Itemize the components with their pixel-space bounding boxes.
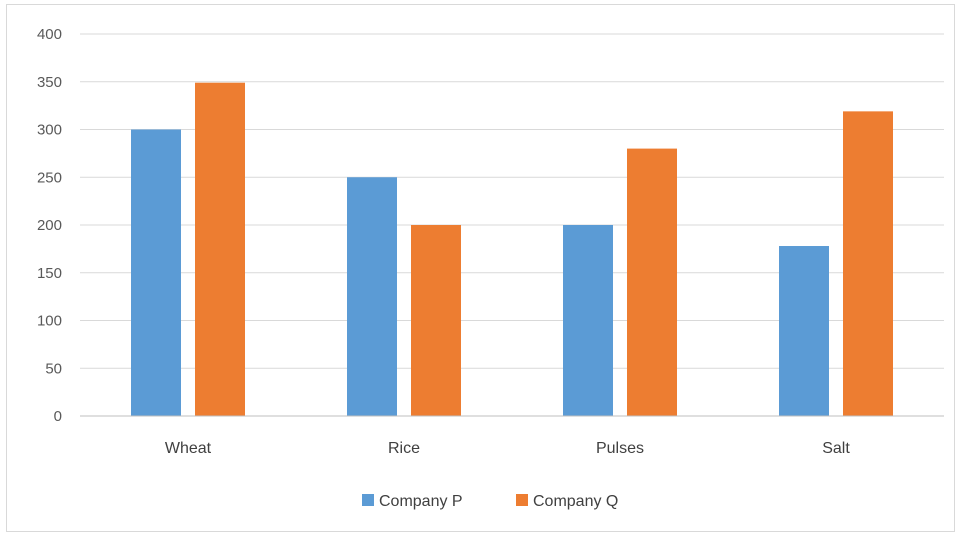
- y-tick-label: 400: [37, 26, 62, 43]
- bar-company-p-pulses: [563, 225, 613, 416]
- bar-company-p-rice: [347, 177, 397, 416]
- legend-label: Company P: [379, 493, 463, 510]
- legend-swatch: [362, 494, 374, 506]
- y-tick-label: 300: [37, 122, 62, 139]
- legend-swatch: [516, 494, 528, 506]
- y-axis-tick-labels: 0 50 100 150 200 250 300 350 400: [37, 26, 62, 425]
- x-category-label: Wheat: [165, 440, 212, 457]
- y-tick-label: 50: [45, 360, 62, 377]
- y-tick-label: 200: [37, 217, 62, 234]
- x-category-label: Rice: [388, 440, 420, 457]
- y-tick-label: 0: [54, 408, 62, 425]
- x-category-label: Pulses: [596, 440, 644, 457]
- bar-company-p-wheat: [131, 129, 181, 416]
- y-tick-label: 350: [37, 74, 62, 91]
- y-tick-label: 250: [37, 169, 62, 186]
- x-axis-category-labels: Wheat Rice Pulses Salt: [165, 440, 850, 457]
- y-tick-label: 150: [37, 265, 62, 282]
- bar-company-q-rice: [411, 225, 461, 416]
- bars: [131, 82, 893, 416]
- bar-company-q-wheat: [195, 82, 245, 416]
- x-category-label: Salt: [822, 440, 850, 457]
- bar-company-q-pulses: [627, 148, 677, 416]
- y-tick-label: 100: [37, 313, 62, 330]
- bar-company-p-salt: [779, 246, 829, 416]
- legend-label: Company Q: [533, 493, 618, 510]
- legend: Company P Company Q: [362, 493, 618, 510]
- bar-company-q-salt: [843, 111, 893, 416]
